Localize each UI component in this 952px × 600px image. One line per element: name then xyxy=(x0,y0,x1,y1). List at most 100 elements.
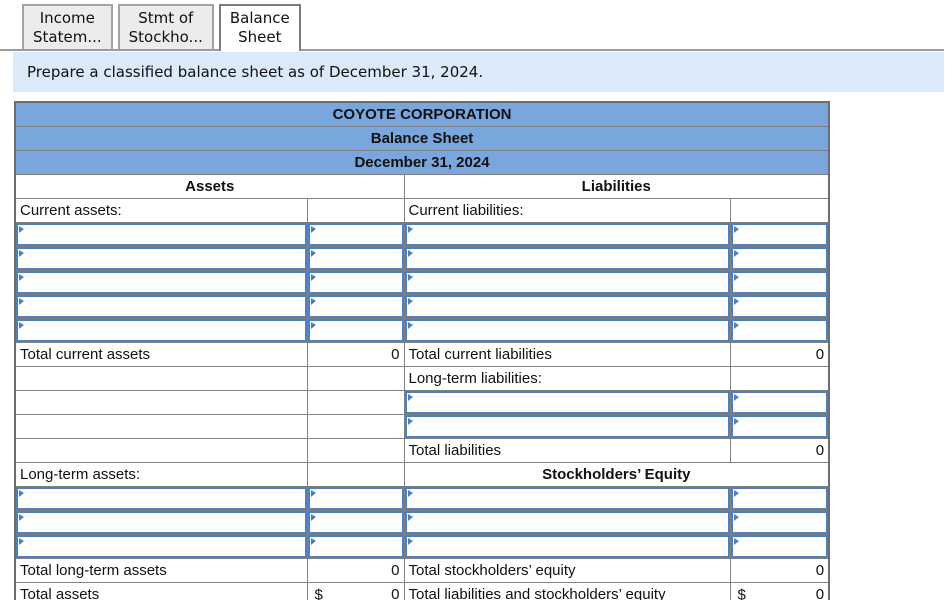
section-header: Stockholders’ Equity xyxy=(403,462,830,487)
dropdown-triangle-icon xyxy=(407,274,413,281)
editable-answer-cell[interactable] xyxy=(14,486,308,511)
tab-income-statement[interactable]: Income Statem... xyxy=(22,4,113,49)
editable-cell-border xyxy=(308,295,403,318)
editable-answer-cell[interactable] xyxy=(729,390,830,415)
editable-cell-border xyxy=(308,247,403,270)
dropdown-triangle-icon xyxy=(733,274,739,281)
editable-answer-cell[interactable] xyxy=(403,534,731,559)
tab-balance-sheet[interactable]: Balance Sheet xyxy=(218,4,301,51)
editable-answer-cell[interactable] xyxy=(14,318,308,343)
balance-sheet-row: Total liabilities 0 xyxy=(14,438,830,463)
editable-answer-cell[interactable] xyxy=(403,246,731,271)
editable-answer-cell[interactable] xyxy=(729,270,830,295)
currency-symbol: $ xyxy=(314,586,323,600)
editable-cell-border xyxy=(405,415,729,438)
editable-answer-cell[interactable] xyxy=(306,246,405,271)
editable-answer-cell[interactable] xyxy=(729,510,830,535)
editable-cell-border xyxy=(731,415,829,438)
line-label: Long-term assets: xyxy=(14,462,308,487)
editable-cell-border xyxy=(308,271,403,294)
blank-cell xyxy=(14,414,308,439)
blank-cell xyxy=(306,462,405,487)
editable-cell-border xyxy=(16,223,306,246)
dropdown-triangle-icon xyxy=(733,250,739,257)
editable-answer-cell[interactable] xyxy=(729,534,830,559)
editable-answer-cell[interactable] xyxy=(14,534,308,559)
editable-cell-border xyxy=(16,487,306,510)
editable-answer-cell[interactable] xyxy=(729,318,830,343)
editable-cell-border xyxy=(731,487,829,510)
dropdown-triangle-icon xyxy=(310,250,316,257)
assets-column-header: Assets xyxy=(14,174,405,199)
balance-sheet-row xyxy=(14,486,830,511)
editable-answer-cell[interactable] xyxy=(306,486,405,511)
tab-label-line: Stmt of xyxy=(138,9,194,27)
editable-answer-cell[interactable] xyxy=(403,270,731,295)
editable-answer-cell[interactable] xyxy=(306,222,405,247)
tab-label-line: Sheet xyxy=(238,28,282,46)
editable-cell-border xyxy=(731,247,829,270)
editable-answer-cell[interactable] xyxy=(729,414,830,439)
total-label: Total current assets xyxy=(14,342,308,367)
balance-sheet-row xyxy=(14,294,830,319)
line-label: Long-term liabilities: xyxy=(403,366,731,391)
dropdown-triangle-icon xyxy=(19,226,24,233)
currency-symbol: $ xyxy=(737,586,746,600)
editable-cell-border xyxy=(16,271,306,294)
editable-cell-border xyxy=(405,535,729,558)
tab-label-line: Income xyxy=(39,9,95,27)
dropdown-triangle-icon xyxy=(733,514,739,521)
editable-answer-cell[interactable] xyxy=(306,318,405,343)
dropdown-triangle-icon xyxy=(407,298,413,305)
editable-answer-cell[interactable] xyxy=(403,390,731,415)
editable-cell-border xyxy=(16,319,306,342)
editable-answer-cell[interactable] xyxy=(14,222,308,247)
total-amount-cell: 0 xyxy=(729,558,830,583)
editable-answer-cell[interactable] xyxy=(729,246,830,271)
editable-cell-border xyxy=(16,511,306,534)
dropdown-triangle-icon xyxy=(19,250,24,257)
editable-cell-border xyxy=(405,295,729,318)
dropdown-triangle-icon xyxy=(407,538,413,545)
editable-answer-cell[interactable] xyxy=(306,510,405,535)
editable-answer-cell[interactable] xyxy=(14,510,308,535)
editable-cell-border xyxy=(308,535,403,558)
editable-cell-border xyxy=(308,319,403,342)
dropdown-triangle-icon xyxy=(19,322,24,329)
editable-answer-cell[interactable] xyxy=(729,294,830,319)
editable-answer-cell[interactable] xyxy=(729,222,830,247)
workbook-page: Income Statem... Stmt of Stockho... Bala… xyxy=(0,4,952,600)
editable-answer-cell[interactable] xyxy=(403,318,731,343)
editable-cell-border xyxy=(405,487,729,510)
line-label: Total assets xyxy=(14,582,308,600)
dropdown-triangle-icon xyxy=(310,538,316,545)
statement-name: Balance Sheet xyxy=(14,126,830,151)
editable-answer-cell[interactable] xyxy=(306,270,405,295)
dropdown-triangle-icon xyxy=(733,226,739,233)
blank-cell xyxy=(306,366,405,391)
dropdown-triangle-icon xyxy=(310,490,316,497)
editable-answer-cell[interactable] xyxy=(403,486,731,511)
balance-sheet-row: Current assets: Current liabilities: xyxy=(14,198,830,223)
editable-answer-cell[interactable] xyxy=(14,246,308,271)
total-label: Total liabilities xyxy=(403,438,731,463)
editable-answer-cell[interactable] xyxy=(403,414,731,439)
dropdown-triangle-icon xyxy=(407,514,413,521)
editable-cell-border xyxy=(405,391,729,414)
dropdown-triangle-icon xyxy=(19,298,24,305)
editable-answer-cell[interactable] xyxy=(306,294,405,319)
editable-answer-cell[interactable] xyxy=(306,534,405,559)
editable-cell-border xyxy=(731,511,829,534)
company-name: COYOTE CORPORATION xyxy=(14,101,830,127)
editable-cell-border xyxy=(731,319,829,342)
editable-answer-cell[interactable] xyxy=(729,486,830,511)
editable-answer-cell[interactable] xyxy=(403,294,731,319)
total-amount-cell: 0 xyxy=(729,438,830,463)
tab-stmt-of-stockholders-equity[interactable]: Stmt of Stockho... xyxy=(117,4,214,49)
editable-answer-cell[interactable] xyxy=(403,222,731,247)
editable-answer-cell[interactable] xyxy=(14,294,308,319)
dropdown-triangle-icon xyxy=(407,250,413,257)
editable-answer-cell[interactable] xyxy=(14,270,308,295)
grand-total-value: 0 xyxy=(391,586,400,600)
editable-answer-cell[interactable] xyxy=(403,510,731,535)
